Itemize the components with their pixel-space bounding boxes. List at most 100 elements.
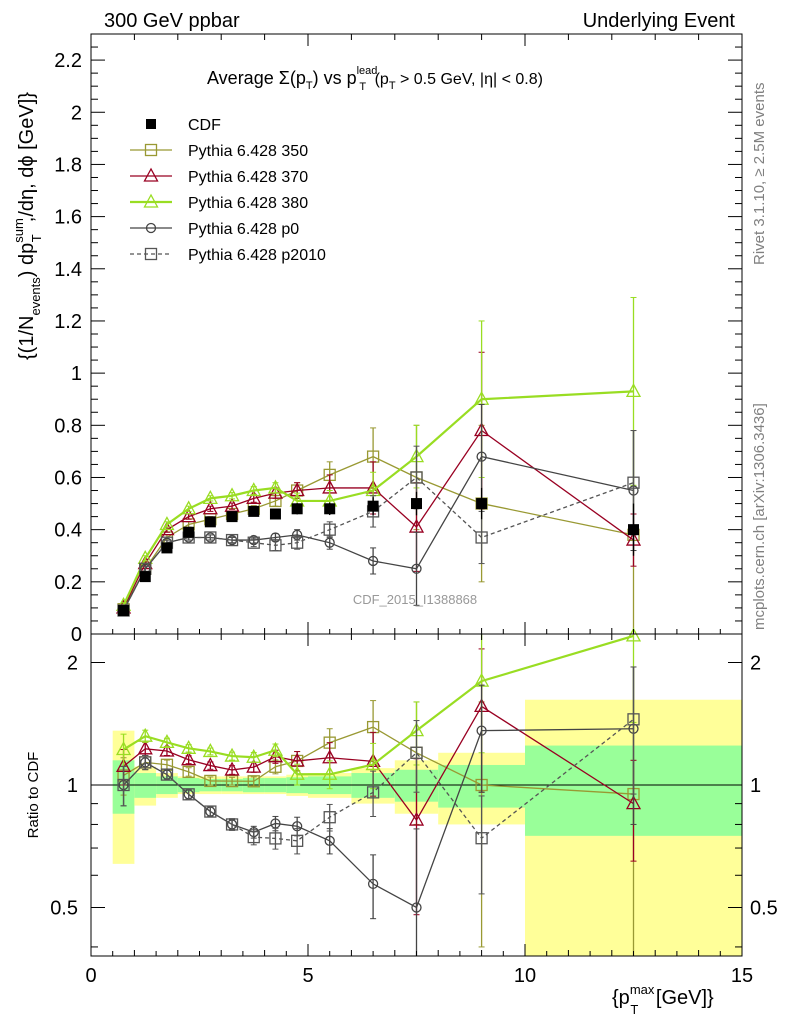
ratio-point-pythia-6-428-p0 xyxy=(324,835,335,846)
legend-label: CDF xyxy=(188,117,221,134)
ratio-point-pythia-6-428-370 xyxy=(246,758,262,773)
cdf-data-point xyxy=(139,571,151,583)
y-tick-label: 0 xyxy=(71,624,82,646)
cdf-data-point xyxy=(324,503,336,515)
legend-marker xyxy=(145,222,157,234)
ratio-point-pythia-6-428-370 xyxy=(159,742,175,757)
ratio-point-pythia-6-428-380 xyxy=(625,627,642,642)
cdf-data-point xyxy=(411,498,422,510)
ratio-y-axis-label: Ratio to CDF xyxy=(25,752,42,839)
data-point-pythia-6-428-p2010 xyxy=(225,533,239,547)
ratio-point-pythia-6-428-380 xyxy=(322,765,338,780)
x-axis-label: {pmax T [GeV]} xyxy=(612,982,714,1017)
series-line-pythia-6-428-350 xyxy=(122,455,634,610)
header-collision-label: 300 GeV ppbar xyxy=(104,10,240,32)
x-tick-label: 5 xyxy=(302,965,313,987)
data-point-pythia-6-428-370 xyxy=(202,500,218,515)
ratio-point-pythia-6-428-p2010 xyxy=(627,713,640,726)
data-point-pythia-6-428-p2010 xyxy=(627,476,640,489)
data-point-pythia-6-428-p2010 xyxy=(269,539,282,552)
ratio-point-pythia-6-428-350 xyxy=(182,765,195,779)
data-point-pythia-6-428-380 xyxy=(267,479,284,494)
series-line-pythia-6-428-380 xyxy=(122,390,634,606)
data-point-pythia-6-428-370 xyxy=(267,484,284,499)
y-tick-label: 1.2 xyxy=(54,311,82,333)
data-point-pythia-6-428-370 xyxy=(181,508,197,523)
x-tick-label: 10 xyxy=(514,965,536,987)
series-line-pythia-6-428-p2010 xyxy=(122,476,634,611)
ratio-point-pythia-6-428-370 xyxy=(224,761,240,776)
ratio-line-pythia-6-428-370 xyxy=(123,705,634,822)
y-axis-label: {(1/Nevents) dpsum T,/dη, dϕ [GeV]} xyxy=(11,92,44,360)
mcplots-reference-label: mcplots.cern.ch [arXiv:1306.3436] xyxy=(751,403,768,630)
ratio-panel-series xyxy=(115,627,642,957)
ratio-point-pythia-6-428-p2010 xyxy=(160,768,174,781)
ratio-point-pythia-6-428-p2010 xyxy=(366,786,380,799)
ratio-point-pythia-6-428-p2010 xyxy=(269,832,282,845)
data-point-pythia-6-428-p0 xyxy=(324,537,335,548)
data-point-pythia-6-428-380 xyxy=(625,383,642,398)
ratio-y-tick-label-right: 1 xyxy=(750,775,761,797)
legend: CDF Pythia 6.428 350 Pythia 6.428 370 Pythi… xyxy=(130,117,326,264)
cdf-data-point xyxy=(226,511,238,523)
ratio-point-pythia-6-428-350 xyxy=(225,774,239,788)
legend-marker-cdf xyxy=(146,119,156,129)
main-panel-series xyxy=(115,296,642,635)
ratio-point-pythia-6-428-p2010 xyxy=(182,788,195,801)
ratio-point-pythia-6-428-p2010 xyxy=(117,778,130,792)
header-analysis-label: Underlying Event xyxy=(583,10,736,32)
legend-label: Pythia 6.428 380 xyxy=(188,195,308,212)
cdf-data-point xyxy=(161,542,173,554)
ratio-point-pythia-6-428-350 xyxy=(247,775,260,788)
cdf-data-point xyxy=(367,500,379,512)
ratio-point-pythia-6-428-p2010 xyxy=(323,811,336,824)
legend-label: Pythia 6.428 350 xyxy=(188,143,308,160)
ratio-point-pythia-6-428-p0 xyxy=(411,902,422,913)
y-tick-label: 1 xyxy=(71,363,82,385)
cdf-data-point xyxy=(628,524,639,536)
ratio-point-pythia-6-428-380 xyxy=(181,739,197,754)
y-tick-label: 0.6 xyxy=(54,467,82,489)
data-point-pythia-6-428-p0 xyxy=(411,563,422,574)
data-point-pythia-6-428-p0 xyxy=(367,555,379,567)
legend-label: Pythia 6.428 370 xyxy=(188,169,308,186)
cdf-data-point xyxy=(269,508,281,520)
ratio-line-pythia-6-428-350 xyxy=(123,726,634,795)
ratio-point-pythia-6-428-380 xyxy=(267,741,284,756)
axis-ticks: 0 5 10 15 0 0.2 0.4 0.6 0.8 1 1.2 1.4 1.6 1.8 2 2.2 0.5 0… xyxy=(50,33,778,987)
y-tick-label: 0.2 xyxy=(54,572,82,594)
cdf-data-point xyxy=(204,516,216,528)
ratio-point-pythia-6-428-p2010 xyxy=(225,818,239,831)
data-point-pythia-6-428-p2010 xyxy=(323,523,336,536)
legend-label: Pythia 6.428 p0 xyxy=(188,221,299,238)
plot-title: Average Σ(pT) vs plead T (pT > 0.5 GeV, |… xyxy=(207,65,543,93)
ratio-point-pythia-6-428-370 xyxy=(408,811,425,826)
ratio-point-pythia-6-428-p2010 xyxy=(410,746,423,759)
rivet-version-label: Rivet 3.1.10, ≥ 2.5M events xyxy=(751,83,768,266)
ratio-line-pythia-6-428-p2010 xyxy=(123,718,634,842)
data-point-pythia-6-428-370 xyxy=(246,489,262,504)
ratio-point-pythia-6-428-380 xyxy=(137,727,153,742)
x-tick-label: 15 xyxy=(731,965,753,987)
cdf-data-point xyxy=(291,503,303,515)
ratio-y-tick-label: 1 xyxy=(67,775,78,797)
y-tick-label: 1.8 xyxy=(54,154,82,176)
cdf-data-point xyxy=(476,498,488,510)
ratio-point-pythia-6-428-370 xyxy=(202,757,218,772)
data-point-pythia-6-428-380 xyxy=(159,516,175,531)
y-tick-label: 0.4 xyxy=(54,520,82,542)
ratio-point-pythia-6-428-380 xyxy=(365,756,381,771)
ratio-point-pythia-6-428-p2010 xyxy=(247,830,260,844)
data-point-pythia-6-428-380 xyxy=(181,500,197,515)
y-tick-label: 1.4 xyxy=(54,259,82,281)
data-point-pythia-6-428-p2010 xyxy=(247,536,260,549)
data-point-pythia-6-428-380 xyxy=(246,482,262,497)
ratio-point-pythia-6-428-p0 xyxy=(476,725,487,736)
series-line-pythia-6-428-p0 xyxy=(122,455,634,611)
ratio-point-pythia-6-428-380 xyxy=(115,741,132,756)
y-tick-label: 2.2 xyxy=(54,50,82,72)
data-point-pythia-6-428-380 xyxy=(202,489,218,504)
ratio-point-pythia-6-428-370 xyxy=(137,740,153,755)
ratio-point-pythia-6-428-380 xyxy=(159,734,175,749)
y-tick-label: 2 xyxy=(71,102,82,124)
